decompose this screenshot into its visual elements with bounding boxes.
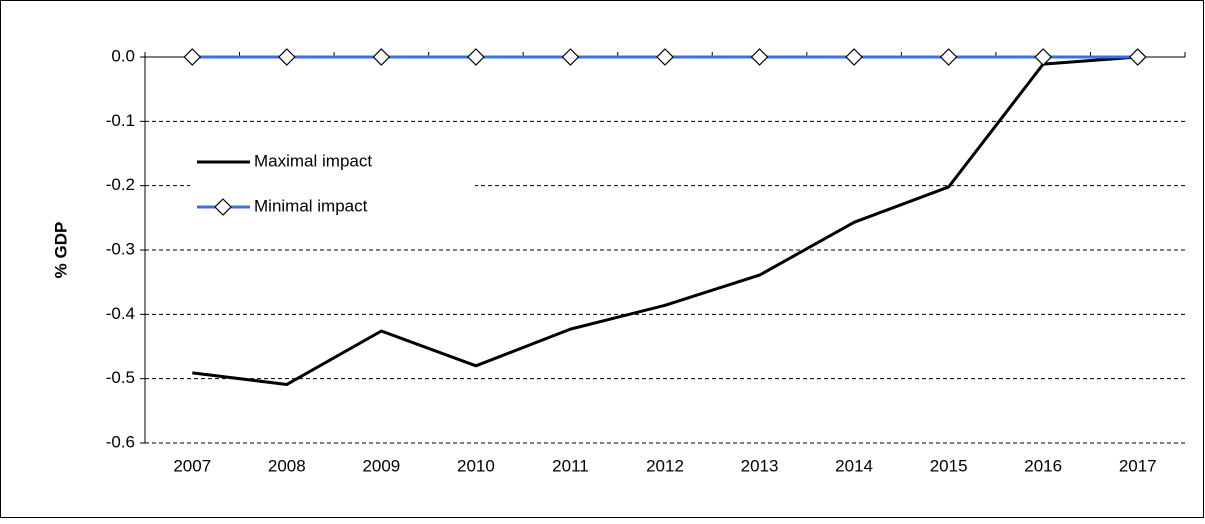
legend-label: Maximal impact [254, 151, 372, 170]
series-marker [561, 48, 580, 66]
legend-marker [214, 198, 232, 216]
y-tick-label: -0.3 [106, 239, 135, 258]
series-marker [845, 48, 863, 66]
legend-label: Minimal impact [254, 196, 368, 215]
y-tick-label: 0.0 [111, 46, 135, 65]
y-tick-label: -0.5 [106, 368, 135, 387]
x-tick-label: 2012 [646, 456, 684, 475]
series-marker [656, 48, 674, 66]
x-tick-label: 2016 [1024, 456, 1062, 475]
x-tick-label: 2014 [835, 456, 873, 475]
series-marker [1034, 48, 1053, 66]
y-tick-label: -0.1 [106, 111, 135, 130]
legend-box [190, 142, 475, 228]
y-axis-label: % GDP [51, 222, 70, 279]
x-tick-label: 2017 [1119, 456, 1157, 475]
y-tick-label: -0.2 [106, 175, 135, 194]
series-marker [277, 48, 296, 66]
x-tick-label: 2007 [173, 456, 211, 475]
series-marker [183, 48, 202, 66]
y-tick-label: -0.4 [106, 304, 135, 323]
x-tick-label: 2013 [741, 456, 779, 475]
x-tick-label: 2008 [268, 456, 306, 475]
x-tick-label: 2009 [362, 456, 400, 475]
series-marker [750, 48, 769, 66]
series-marker [372, 48, 391, 66]
x-tick-label: 2010 [457, 456, 495, 475]
x-tick-label: 2011 [552, 456, 589, 475]
series-marker [939, 48, 958, 66]
y-tick-label: -0.6 [106, 432, 135, 451]
series-marker [1128, 48, 1147, 66]
x-tick-label: 2015 [930, 456, 968, 475]
series-marker [467, 48, 485, 66]
series-line [192, 55, 1138, 386]
